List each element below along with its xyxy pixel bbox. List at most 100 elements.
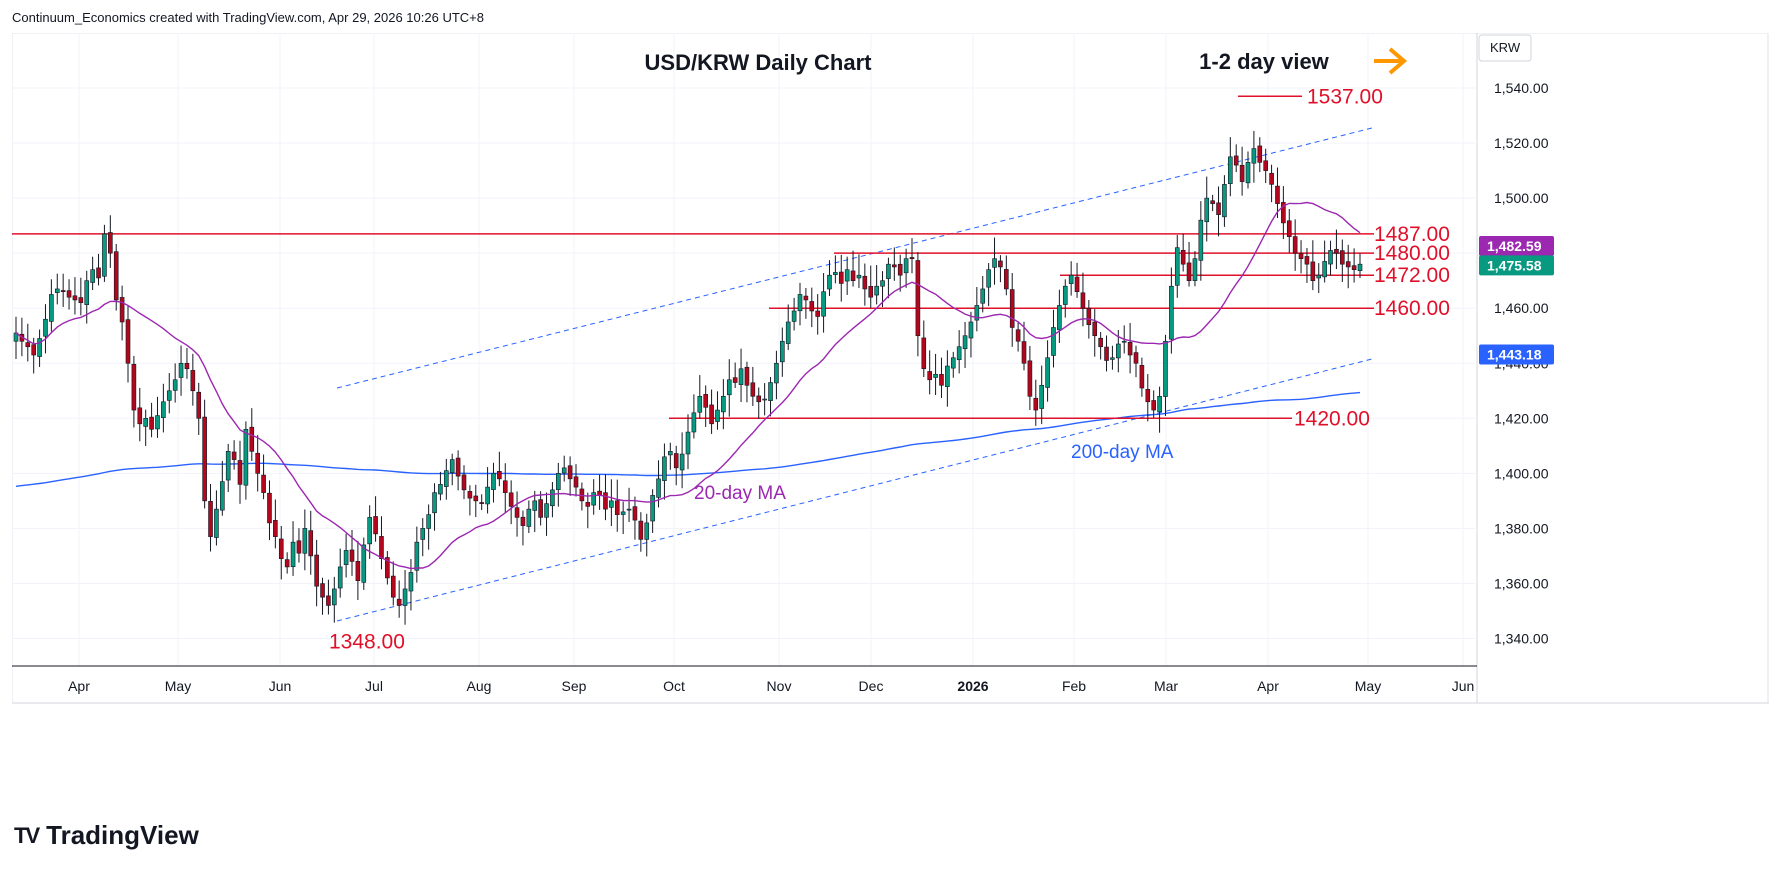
candle-body xyxy=(626,508,632,511)
price-badge xyxy=(1479,255,1554,276)
candle-body xyxy=(178,362,184,378)
candle-body xyxy=(1169,285,1174,340)
candle-body xyxy=(927,371,932,381)
candle-body xyxy=(827,274,832,290)
x-tick-label: Jun xyxy=(1452,678,1475,694)
candle-body xyxy=(703,394,708,408)
candle-body xyxy=(102,233,107,277)
candle-body xyxy=(485,486,490,505)
candle-body xyxy=(915,260,921,337)
candle-body xyxy=(591,492,596,506)
candle-body xyxy=(968,321,974,339)
candle-body xyxy=(337,566,343,589)
candle-body xyxy=(479,502,484,504)
tradingview-logo[interactable]: TV TradingView xyxy=(14,820,199,851)
candle-body xyxy=(31,344,36,356)
candle-body xyxy=(1239,164,1245,182)
candle-body xyxy=(426,514,431,529)
candle-body xyxy=(1027,360,1033,397)
y-tick-label: 1,360.00 xyxy=(1494,575,1549,591)
candle-body xyxy=(880,280,885,287)
x-tick-label: Sep xyxy=(562,678,587,694)
candle-body xyxy=(1334,248,1339,254)
candle-body xyxy=(326,595,331,606)
candle-body xyxy=(738,368,744,385)
candle-body xyxy=(1074,276,1080,293)
x-tick-label: Apr xyxy=(68,678,90,694)
candle-body xyxy=(809,301,815,312)
candle-body xyxy=(550,489,555,507)
candle-body xyxy=(84,280,90,306)
candle-body xyxy=(1110,357,1115,360)
x-tick-label: Dec xyxy=(859,678,884,694)
candle-body xyxy=(402,588,408,606)
x-tick-label: 2026 xyxy=(957,678,988,694)
candle-body xyxy=(1192,258,1198,281)
candle-body xyxy=(673,453,679,469)
tradingview-logo-icon: TV xyxy=(14,822,40,848)
candles[interactable] xyxy=(13,130,1363,625)
candle-body xyxy=(1316,274,1322,279)
level-label: 1480.00 xyxy=(1374,242,1450,265)
candle-body xyxy=(909,257,915,259)
candle-body xyxy=(726,379,732,396)
y-tick-label: 1,340.00 xyxy=(1494,630,1549,646)
chart-title: USD/KRW Daily Chart xyxy=(645,50,873,75)
candle-body xyxy=(1310,261,1316,281)
candle-body xyxy=(502,480,508,493)
candle-body xyxy=(302,528,308,554)
candle-body xyxy=(921,337,927,370)
ma20-label: 20-day MA xyxy=(694,483,786,504)
ma20-path xyxy=(15,201,1361,570)
candle-body xyxy=(780,340,785,363)
candle-body xyxy=(1275,185,1280,204)
candle-body xyxy=(1269,172,1274,185)
price-badge xyxy=(1479,236,1554,257)
candle-body xyxy=(473,495,479,502)
candle-body xyxy=(668,451,673,456)
candle-body xyxy=(762,398,767,401)
candle-body xyxy=(573,476,579,488)
candle-body xyxy=(1180,249,1186,265)
candle-body xyxy=(1157,395,1162,413)
chart-frame[interactable]: 1537.00 1487.00 1480.00 1472.00 1460.00 1420.… xyxy=(11,32,1769,803)
candle-body xyxy=(1116,343,1121,359)
level-label: 1460.00 xyxy=(1374,297,1450,320)
candle-body xyxy=(768,382,773,401)
candle-body xyxy=(361,544,367,583)
candle-body xyxy=(844,269,850,282)
candle-body xyxy=(243,429,249,486)
y-tick-label: 1,540.00 xyxy=(1494,80,1549,96)
candle-body xyxy=(632,506,638,521)
candle-body xyxy=(66,290,72,298)
candle-body xyxy=(1292,236,1298,254)
candle-body xyxy=(567,465,573,480)
candle-body xyxy=(497,471,502,480)
candle-body xyxy=(620,511,626,515)
candle-body xyxy=(385,557,390,579)
candle-body xyxy=(249,426,255,452)
candle-body xyxy=(1039,384,1044,409)
candle-body xyxy=(1051,327,1056,356)
candle-body xyxy=(449,459,455,473)
candle-body xyxy=(803,295,809,301)
candle-body xyxy=(1222,184,1227,218)
candle-body xyxy=(1263,160,1268,171)
tradingview-brand: TradingView xyxy=(46,820,199,850)
candle-body xyxy=(90,269,95,283)
level-label: 1420.00 xyxy=(1294,407,1370,430)
x-tick-label: Jun xyxy=(269,678,292,694)
x-tick-label: May xyxy=(165,678,191,694)
channel-upper xyxy=(336,127,1373,389)
candle-body xyxy=(308,530,314,557)
candle-body xyxy=(290,541,296,567)
candle-body xyxy=(1139,365,1145,389)
candle-body xyxy=(225,451,231,481)
candle-body xyxy=(390,575,396,598)
candle-body xyxy=(278,538,284,559)
candle-body xyxy=(556,473,561,490)
candle-body xyxy=(143,418,148,427)
candle-body xyxy=(37,338,42,357)
candle-body xyxy=(220,481,225,511)
